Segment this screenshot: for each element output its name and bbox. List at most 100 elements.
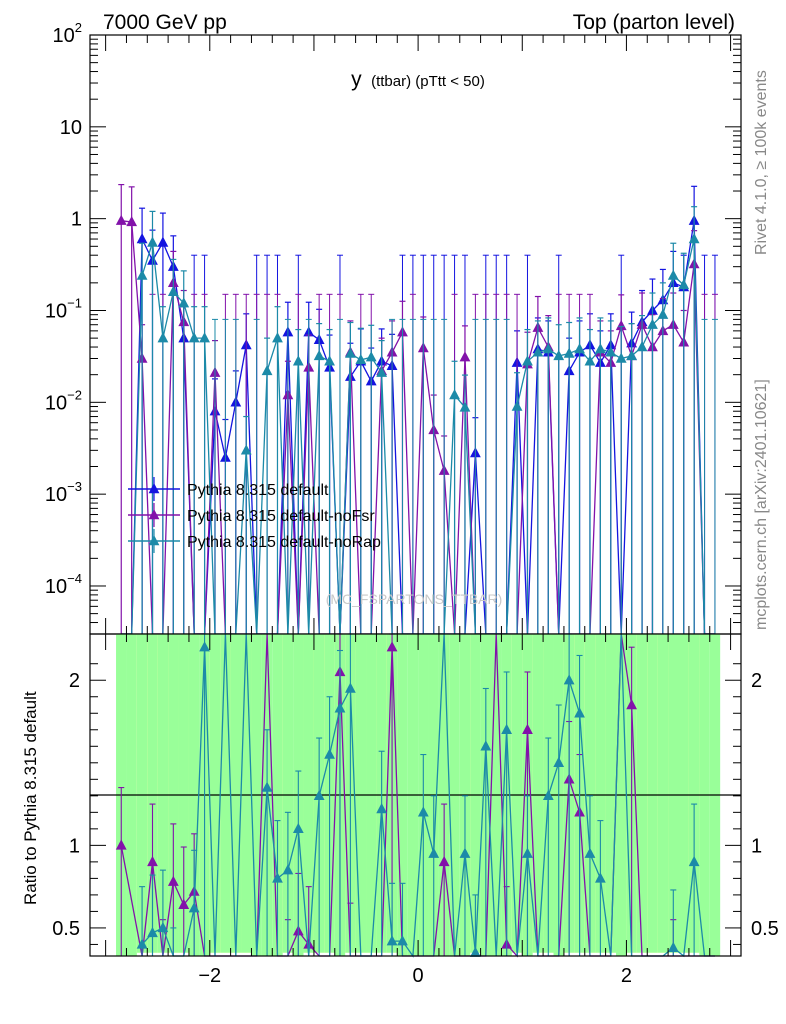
data-point xyxy=(313,349,325,361)
legend-item-0: Pythia 8.315 default xyxy=(128,477,329,501)
ratio-point xyxy=(469,946,481,957)
y-tick-base: 10 xyxy=(45,300,67,322)
data-point xyxy=(584,355,596,366)
x-tick-label: 0 xyxy=(413,965,424,987)
data-point xyxy=(167,285,179,296)
ratio-point xyxy=(345,682,356,693)
ratio-point xyxy=(553,756,565,767)
y-tick-base: 10 xyxy=(60,117,82,139)
legend-marker xyxy=(148,483,160,494)
data-point xyxy=(511,400,523,411)
ratio-point xyxy=(428,847,440,858)
data-point xyxy=(365,351,377,362)
data-point xyxy=(542,343,554,354)
data-point xyxy=(678,278,690,290)
ratio-point xyxy=(199,641,210,652)
legend: Pythia 8.315 default Pythia 8.315 default… xyxy=(128,477,381,553)
data-point xyxy=(459,351,471,362)
ratio-point xyxy=(386,641,398,652)
band-stat xyxy=(241,634,252,953)
header-left: 7000 GeV pp xyxy=(103,11,227,34)
legend-marker xyxy=(148,509,160,520)
band-stat xyxy=(605,634,617,953)
band-stat xyxy=(136,634,148,953)
analysis-watermark: (MC_FSPARTONS_TTBAR) xyxy=(326,591,503,607)
ratio-tick-label-right: 0.5 xyxy=(751,918,779,940)
ratio-point xyxy=(563,674,575,685)
data-point xyxy=(574,343,585,354)
data-point xyxy=(605,346,617,357)
band-stat xyxy=(668,634,679,953)
ratio-panel: 0.5 0.5 1 1 2 2 xyxy=(52,633,779,958)
ratio-point xyxy=(386,935,398,946)
band-stat xyxy=(636,634,648,953)
band-stat xyxy=(178,634,189,953)
ratio-point xyxy=(626,699,638,710)
band-stat xyxy=(470,634,481,953)
band-stat xyxy=(647,634,658,953)
ratio-frame xyxy=(89,633,742,957)
plot-title-rest: (ttbar) (pTtt < 50) xyxy=(371,73,485,90)
data-point xyxy=(459,401,471,412)
data-point xyxy=(657,308,669,319)
y-tick-exponent: −4 xyxy=(67,571,82,586)
y-tick-label: 10−2 xyxy=(45,387,82,414)
plot-title: y (ttbar) (pTtt < 50) xyxy=(351,68,485,91)
ratio-point xyxy=(542,789,554,801)
ratio-point xyxy=(594,872,606,883)
ratio-point xyxy=(324,748,335,759)
data-point xyxy=(563,347,575,358)
y-tick-base: 10 xyxy=(45,484,67,506)
data-point xyxy=(647,318,658,329)
mcplots-label: mcplots.cern.ch [arXiv:2401.10621] xyxy=(753,379,770,630)
legend-item-1: Pythia 8.315 default-noFsr xyxy=(128,503,375,527)
plot-title-main: y xyxy=(351,68,362,91)
ratio-point xyxy=(584,847,596,858)
main-data-layer xyxy=(115,183,718,635)
ratio-point xyxy=(376,803,388,814)
ratio-point xyxy=(667,941,679,952)
y-tick-exponent: −1 xyxy=(67,295,82,310)
series-line xyxy=(121,220,715,635)
data-point xyxy=(261,364,273,376)
band-stat xyxy=(688,634,700,953)
data-point xyxy=(199,332,210,343)
legend-label: Pythia 8.315 default xyxy=(187,482,329,499)
data-point xyxy=(324,355,335,366)
ratio-point xyxy=(282,864,294,875)
ratio-line xyxy=(141,633,715,958)
ratio-tick-label-right: 1 xyxy=(751,835,762,857)
ratio-point xyxy=(334,702,346,713)
x-tick-label: −2 xyxy=(198,965,221,987)
ratio-point xyxy=(261,781,273,792)
series-1 xyxy=(115,183,718,635)
ratio-point xyxy=(115,839,127,850)
data-point xyxy=(636,341,648,352)
ratio-tick-label-left: 1 xyxy=(69,835,80,857)
ratio-tick-label-left: 0.5 xyxy=(52,918,80,940)
ratio-point xyxy=(688,855,700,867)
data-point xyxy=(449,389,460,400)
legend-marker xyxy=(148,535,160,546)
legend-label: Pythia 8.315 default-noRap xyxy=(187,534,381,551)
ratio-point xyxy=(417,806,429,817)
ratio-tick-label-left: 2 xyxy=(69,670,80,692)
ratio-y-ticks: 0.5 0.5 1 1 2 2 xyxy=(52,663,779,945)
data-point xyxy=(345,347,356,358)
band-stat xyxy=(282,634,294,953)
ratio-point xyxy=(397,935,408,946)
data-point xyxy=(594,343,606,354)
band-stat xyxy=(157,634,169,953)
y-tick-exponent: −3 xyxy=(67,479,82,494)
data-point xyxy=(355,353,367,365)
band-stat xyxy=(209,634,221,953)
y-tick-label: 10−3 xyxy=(45,479,82,506)
ratio-point xyxy=(147,855,158,867)
y-tick-exponent: −2 xyxy=(67,387,82,402)
y-tick-label: 10−1 xyxy=(45,295,82,322)
ratio-point xyxy=(480,740,492,751)
band-stat xyxy=(220,634,231,953)
legend-item-2: Pythia 8.315 default-noRap xyxy=(128,529,381,553)
